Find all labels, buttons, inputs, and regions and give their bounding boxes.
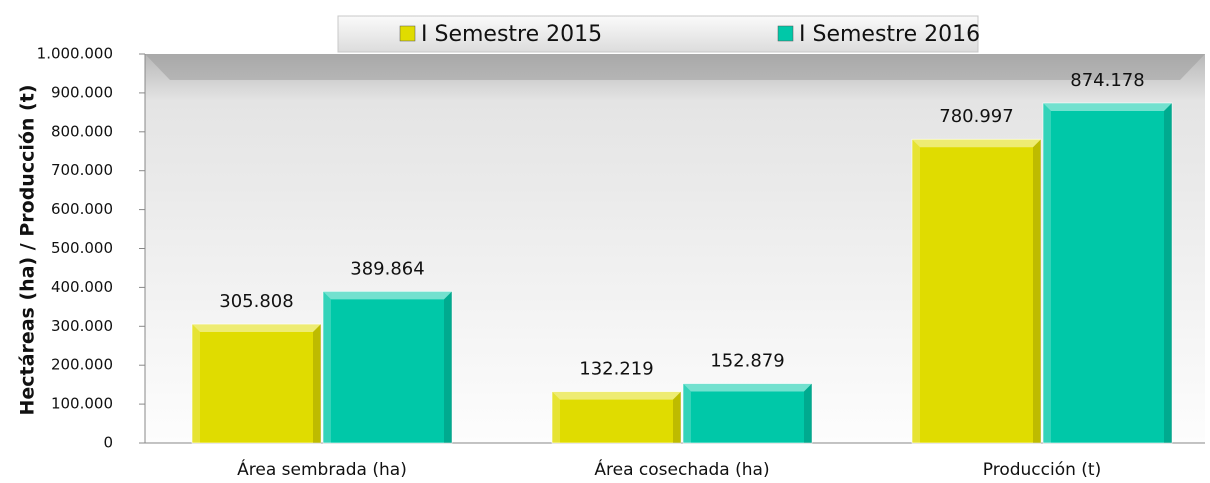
bar-bevel-right: [313, 324, 321, 443]
bar-bevel-top: [192, 324, 321, 333]
bar-bevel-top: [323, 291, 452, 300]
bar-bevel-right: [804, 383, 812, 443]
legend-label: I Semestre 2015: [421, 22, 602, 47]
y-tick-label: 200.000: [51, 356, 113, 374]
plot-bevel: [145, 54, 1205, 80]
x-tick-label: Área cosechada (ha): [594, 458, 769, 480]
bar-bevel-top: [1043, 102, 1172, 111]
bar-bevel-right: [1033, 139, 1041, 443]
y-axis-title: Hectáreas (ha) / Producción (t): [17, 85, 39, 416]
bar-bevel-left: [683, 383, 691, 443]
bar-bevel-right: [673, 391, 681, 443]
x-tick-label: Producción (t): [983, 460, 1101, 480]
legend-label: I Semestre 2016: [799, 22, 980, 47]
value-label: 152.879: [710, 351, 784, 372]
bar: [191, 323, 322, 444]
bar-bevel-left: [1043, 102, 1051, 443]
legend-swatch: [777, 25, 794, 42]
bar-bevel-top: [912, 139, 1041, 148]
bar: [682, 383, 813, 444]
y-tick-label: 500.000: [51, 239, 113, 257]
y-tick-label: 400.000: [51, 278, 113, 296]
y-tick-label: 100.000: [51, 395, 113, 413]
value-label: 132.219: [579, 359, 653, 380]
value-label: 874.178: [1070, 70, 1144, 91]
bar-bevel-top: [552, 391, 681, 400]
legend: [337, 15, 979, 53]
bar: [551, 391, 682, 444]
y-tick-label: 700.000: [51, 161, 113, 179]
y-tick-label: 1.000.000: [37, 45, 113, 63]
y-tick-label: 800.000: [51, 122, 113, 140]
value-label: 305.808: [219, 291, 293, 312]
bar-bevel-right: [444, 291, 452, 443]
bar-bevel-left: [912, 139, 920, 443]
y-tick-label: 600.000: [51, 200, 113, 218]
bar: [911, 138, 1042, 444]
y-tick-label: 0: [103, 434, 113, 452]
y-tick-label: 900.000: [51, 83, 113, 101]
bar: [322, 291, 453, 444]
legend-swatch: [399, 25, 416, 42]
bar-bevel-left: [192, 324, 200, 443]
bar-bevel-left: [323, 291, 331, 443]
bar-bevel-top: [683, 383, 812, 392]
bar-bevel-left: [552, 391, 560, 443]
value-label: 389.864: [350, 258, 424, 279]
x-tick-label: Área sembrada (ha): [237, 458, 407, 480]
value-label: 780.997: [939, 106, 1013, 127]
bar-bevel-right: [1164, 102, 1172, 443]
y-tick-label: 300.000: [51, 317, 113, 335]
bar: [1042, 102, 1173, 444]
